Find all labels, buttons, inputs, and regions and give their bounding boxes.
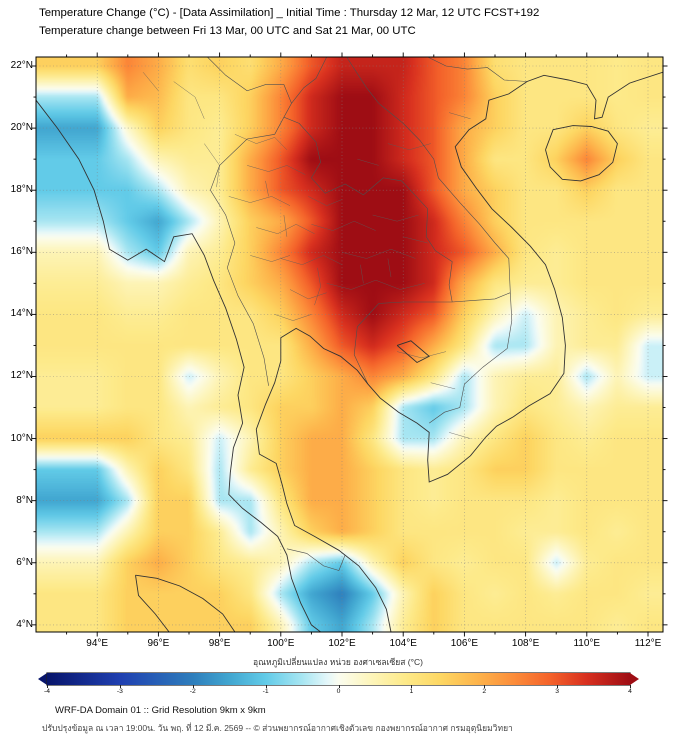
coastline (135, 574, 236, 632)
colorbar-tick-mark (192, 685, 194, 688)
colorbar-tick-mark (119, 685, 121, 688)
country-border (286, 548, 346, 571)
province-boundary (397, 351, 447, 359)
chart-title-line1: Temperature Change (°C) - [Data Assimila… (39, 7, 540, 19)
colorbar-tick-label: -3 (116, 688, 123, 695)
province-boundary (357, 158, 379, 166)
colorbar-tick-label: 3 (555, 688, 560, 695)
x-tick-label: 94°E (86, 638, 109, 649)
y-tick-label: 10°N (10, 432, 33, 444)
colorbar-right-arrow (630, 673, 639, 685)
province-boundary (360, 264, 364, 284)
colorbar-tick-label: -1 (262, 688, 269, 695)
province-boundary (449, 432, 471, 439)
y-tick-label: 4°N (16, 618, 33, 630)
y-tick-label: 12°N (10, 370, 33, 382)
colorbar-tick-label: 0 (336, 688, 341, 695)
colorbar-tick-label: 2 (482, 688, 487, 695)
colorbar (38, 673, 639, 685)
colorbar-tick-label: -4 (43, 688, 51, 695)
country-border (346, 57, 511, 293)
x-tick-label: 102°E (328, 638, 356, 649)
colorbar-label: อุณหภูมิเปลี่ยนแปลง หน่วย องศาเซลเซียส (… (253, 657, 423, 667)
coastline-borders-overlay (36, 57, 663, 632)
province-boundary (142, 72, 159, 91)
colorbar-tick-mark (630, 685, 631, 688)
colorbar-tick-label: -2 (189, 688, 196, 695)
coastline (36, 99, 321, 632)
province-boundary (314, 267, 321, 306)
x-tick-label: 104°E (389, 638, 417, 649)
y-tick-label: 18°N (10, 184, 33, 196)
y-tick-label: 14°N (10, 308, 33, 320)
footer-domain-info: WRF-DA Domain 01 :: Grid Resolution 9km … (55, 705, 266, 716)
province-boundary (289, 289, 327, 300)
country-border (452, 292, 511, 303)
province-boundary (308, 196, 343, 206)
province-boundary (228, 196, 291, 206)
footer-update-info: ปรับปรุงข้อมูล ณ เวลา 19:00น. วัน พฤ. ที… (42, 723, 513, 733)
x-tick-label: 96°E (147, 638, 170, 649)
colorbar-tick-mark (484, 685, 486, 688)
coastline (545, 125, 618, 182)
coastline (396, 340, 431, 364)
colorbar-tick-mark (47, 685, 48, 688)
province-boundary (311, 220, 376, 231)
x-tick-label: 100°E (267, 638, 295, 649)
province-boundary (274, 314, 312, 321)
y-tick-label: 8°N (16, 494, 33, 506)
coastline (255, 71, 663, 632)
colorbar-tick-mark (557, 685, 559, 688)
province-boundary (283, 214, 288, 237)
chart-title-line2: Temperature change between Fri 13 Mar, 0… (39, 25, 416, 37)
y-tick-label: 22°N (10, 60, 33, 71)
x-tick-label: 112°E (634, 638, 662, 649)
y-tick-label: 6°N (16, 556, 33, 568)
country-border (210, 117, 285, 386)
x-tick-label: 108°E (511, 638, 540, 649)
province-boundary (449, 112, 471, 120)
colorbar-tick-mark (265, 685, 267, 688)
province-boundary (372, 214, 419, 222)
coastline (135, 575, 170, 632)
province-boundary (204, 143, 220, 188)
province-boundary (280, 255, 343, 265)
colorbar-left-arrow (38, 673, 47, 685)
province-boundary (326, 279, 425, 290)
y-tick-label: 20°N (10, 122, 33, 134)
colorbar-tick-label: 4 (628, 688, 632, 695)
x-tick-label: 106°E (450, 638, 479, 649)
province-boundary (173, 81, 205, 119)
province-boundary (341, 248, 416, 259)
y-tick-label: 16°N (10, 246, 33, 258)
country-border (427, 57, 528, 82)
map-plot-area (31, 52, 668, 637)
colorbar-tick-mark (411, 685, 413, 688)
province-boundary (265, 180, 269, 197)
country-border (283, 116, 453, 303)
x-tick-label: 110°E (573, 638, 601, 649)
colorbar-tick-mark (338, 685, 340, 688)
province-boundary (403, 236, 428, 244)
colorbar-tick-label: 1 (409, 688, 414, 695)
country-border (429, 292, 513, 424)
country-border (207, 57, 292, 104)
colorbar-gradient-bar (47, 673, 630, 685)
province-boundary (430, 382, 456, 390)
province-boundary (247, 165, 306, 175)
province-boundary (387, 258, 392, 278)
x-tick-label: 98°E (208, 638, 231, 649)
province-boundary (250, 255, 291, 262)
